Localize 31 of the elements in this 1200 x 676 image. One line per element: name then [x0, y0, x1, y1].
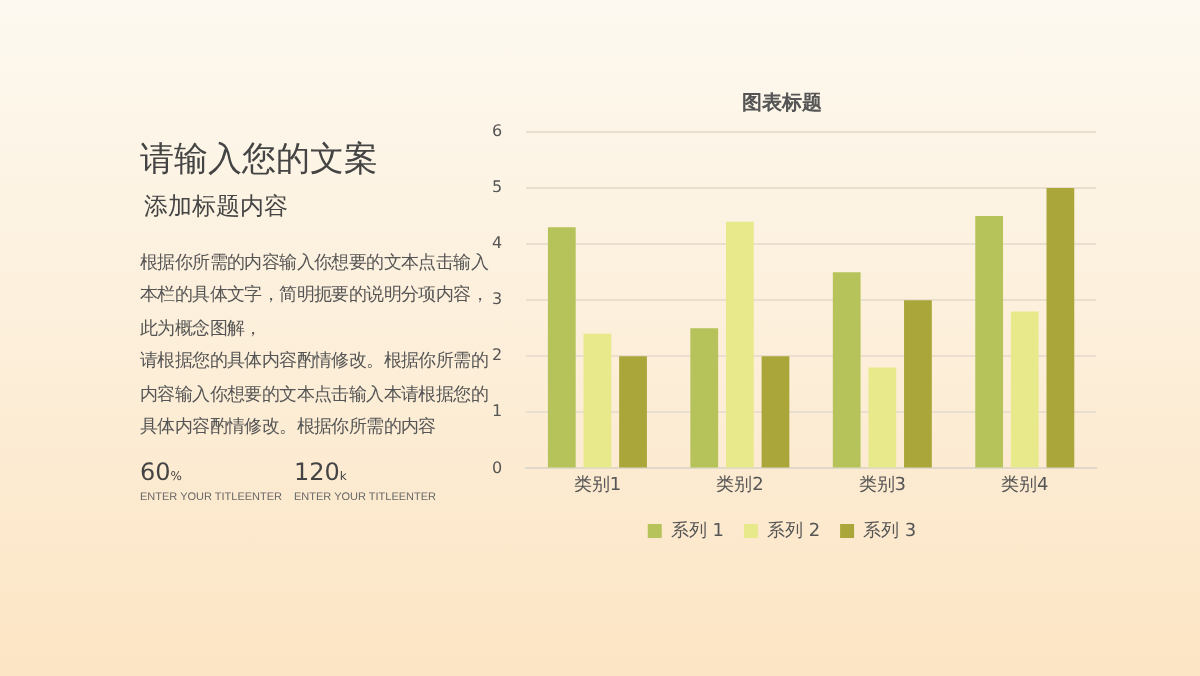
- bar: [832, 272, 861, 468]
- y-tick-label: 6: [491, 122, 503, 141]
- bar: [904, 300, 932, 468]
- bar: [1046, 188, 1075, 468]
- text: 添加标题内容: [144, 190, 288, 224]
- bar: [725, 221, 754, 468]
- y-tick-label: 3: [491, 290, 503, 309]
- bar: [975, 216, 1004, 468]
- x-tick-label: 类别4: [1001, 473, 1050, 496]
- x-tick-label: 类别2: [716, 473, 764, 496]
- bar: [583, 333, 612, 468]
- bar: [690, 328, 719, 468]
- bar: [868, 367, 897, 468]
- legend-label: 系列 3: [863, 519, 917, 542]
- bar: [547, 227, 576, 468]
- text: 根据你所需的内容输入你想要的文本点击输入本栏的具体文字，简明扼要的说明分项内容，此为概念图解，: [140, 250, 489, 344]
- y-tick-label: 0: [491, 458, 503, 477]
- text: 请输入您的文案: [140, 138, 378, 182]
- text: 请根据您的具体内容酌情修改。根据你所需的内容输入你想要的文本点击输入本请根据您的具体内容酌情修改。根据你所需的内容: [140, 348, 489, 443]
- y-tick-label: 1: [491, 402, 503, 421]
- legend-label: 系列 1: [670, 519, 724, 542]
- y-tick-label: 4: [491, 234, 503, 253]
- bar: [619, 356, 647, 468]
- y-tick-label: 2: [491, 346, 503, 365]
- y-tick-label: 5: [491, 178, 503, 197]
- x-tick-label: 类别3: [858, 473, 907, 496]
- x-tick-label: 类别1: [573, 473, 622, 496]
- legend-label: 系列 2: [766, 519, 821, 542]
- bar: [1010, 311, 1039, 468]
- bar: [761, 356, 790, 468]
- chart-title: 图表标题: [742, 91, 822, 116]
